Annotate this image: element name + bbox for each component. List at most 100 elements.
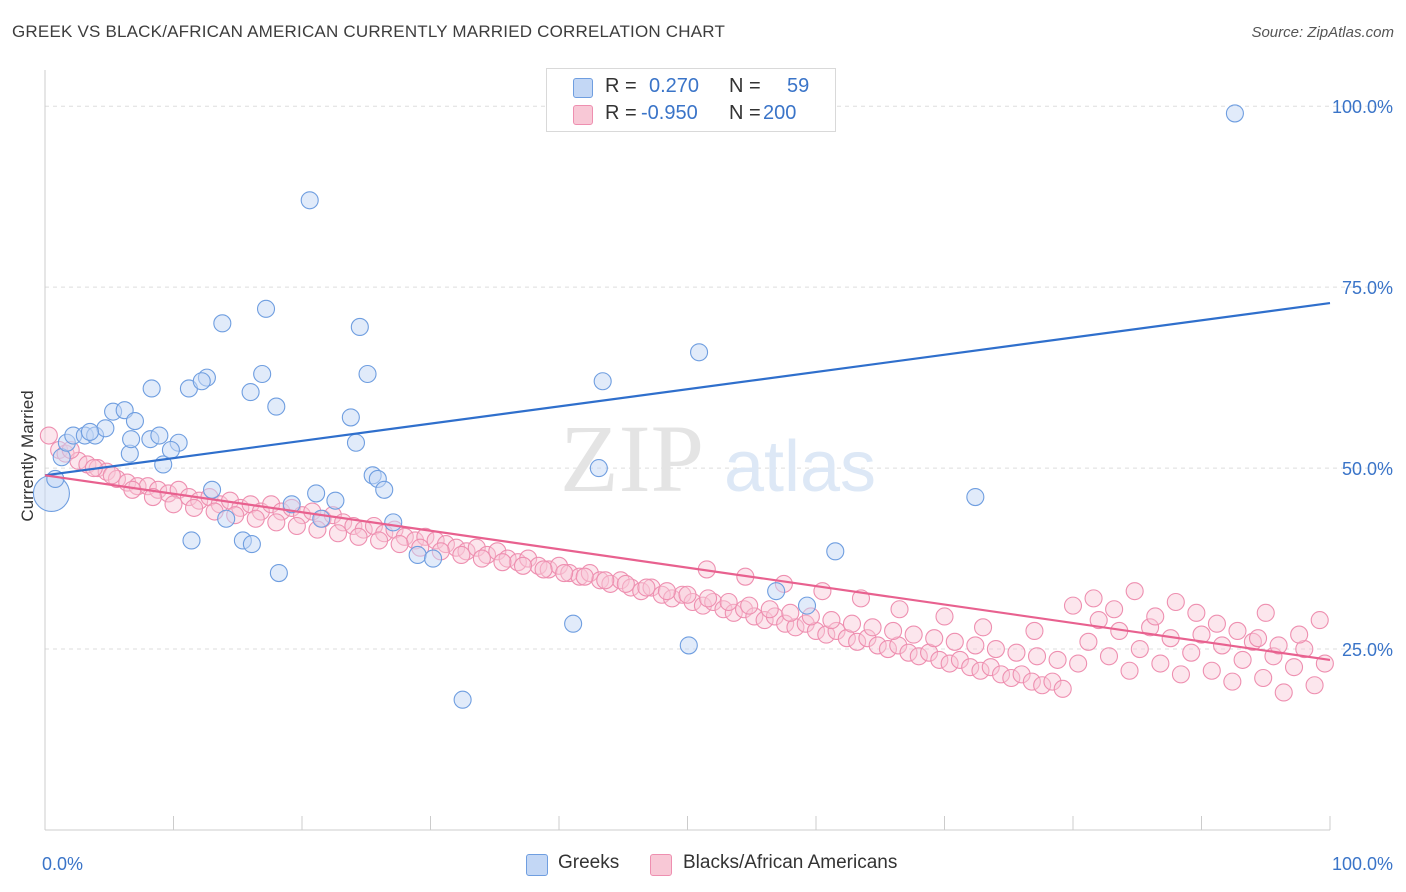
point-blacks: [575, 567, 594, 586]
point-greeks: [826, 542, 845, 561]
series-legend: Greeks Blacks/African Americans: [0, 852, 1406, 878]
point-blacks: [920, 643, 939, 662]
point-greeks: [242, 535, 261, 554]
greeks-swatch: [573, 78, 593, 98]
legend-label-blacks: Blacks/African Americans: [683, 852, 898, 873]
point-blacks: [39, 426, 58, 445]
point-greeks: [161, 440, 180, 460]
point-blacks: [1243, 632, 1262, 651]
point-blacks: [580, 563, 599, 583]
point-blacks: [1125, 582, 1144, 601]
point-greeks: [217, 509, 236, 528]
point-blacks: [904, 625, 923, 644]
point-greeks: [282, 495, 301, 514]
n-label: N =: [729, 75, 761, 97]
point-blacks: [539, 560, 558, 579]
point-blacks: [143, 487, 162, 507]
blacks-swatch: [573, 105, 593, 125]
point-blacks: [909, 647, 928, 666]
point-blacks: [416, 527, 435, 546]
point-greeks: [241, 383, 260, 402]
point-blacks: [1002, 668, 1021, 688]
point-greeks: [213, 314, 232, 333]
point-blacks: [991, 665, 1011, 684]
point-blacks: [971, 661, 990, 680]
point-blacks: [596, 571, 615, 590]
grid-lines: [45, 105, 1392, 650]
y-tick-label: 50.0%: [1342, 459, 1393, 479]
point-blacks: [267, 513, 286, 532]
point-blacks: [488, 542, 507, 561]
y-axis-label: Currently Married: [18, 390, 37, 521]
point-blacks: [477, 545, 497, 565]
point-blacks: [1048, 650, 1067, 669]
point-blacks: [966, 636, 985, 655]
point-blacks: [745, 607, 764, 626]
point-blacks: [678, 585, 697, 604]
legend-label-greeks: Greeks: [558, 852, 620, 873]
point-blacks: [102, 466, 121, 485]
point-blacks: [1207, 614, 1226, 633]
trend-lines: [44, 301, 1331, 661]
point-blacks: [925, 629, 944, 648]
r-value: -0.950: [641, 102, 698, 124]
point-greeks: [96, 419, 115, 438]
point-blacks: [806, 621, 826, 641]
stats-legend-row-greeks: R = 0.270 N = 59: [547, 73, 835, 101]
point-greeks: [122, 430, 141, 449]
point-blacks: [889, 636, 908, 655]
point-blacks: [349, 527, 368, 546]
point-greeks: [253, 364, 272, 384]
point-greeks: [326, 491, 345, 510]
point-blacks: [950, 650, 969, 669]
point-blacks: [961, 658, 980, 677]
point-greeks: [142, 379, 161, 398]
point-blacks: [560, 563, 579, 583]
point-blacks: [1202, 661, 1221, 680]
point-greeks: [679, 636, 698, 655]
point-blacks: [760, 600, 779, 619]
point-blacks: [457, 542, 476, 561]
point-blacks: [344, 516, 363, 536]
point-blacks: [1295, 639, 1314, 659]
point-blacks: [1228, 621, 1247, 641]
point-blacks: [1079, 632, 1098, 651]
point-blacks: [935, 607, 954, 626]
point-blacks: [601, 574, 620, 593]
point-blacks: [652, 585, 671, 604]
point-blacks: [827, 621, 846, 641]
point-blacks: [848, 632, 867, 651]
point-blacks: [1192, 625, 1211, 644]
point-blacks: [1053, 679, 1072, 698]
point-blacks: [755, 611, 774, 630]
point-blacks: [817, 625, 836, 644]
r-label: R =: [605, 102, 637, 124]
point-blacks: [890, 600, 909, 619]
x-tick-label: 0.0%: [42, 854, 83, 874]
stats-legend: R = 0.270 N = 59 R = -0.950 N = 200: [546, 68, 836, 132]
point-greeks: [797, 596, 817, 615]
point-blacks: [642, 578, 661, 597]
point-blacks: [1105, 600, 1124, 619]
point-blacks: [185, 498, 204, 517]
point-blacks: [390, 535, 409, 554]
point-blacks: [837, 629, 856, 648]
point-blacks: [1254, 668, 1273, 688]
point-blacks: [822, 611, 841, 630]
r-value: 0.270: [649, 75, 700, 97]
point-blacks: [1182, 643, 1201, 662]
point-blacks: [1120, 661, 1139, 680]
point-blacks: [945, 632, 964, 651]
point-blacks: [1089, 611, 1108, 630]
point-blacks: [1130, 639, 1149, 659]
point-blacks: [1099, 647, 1119, 666]
point-blacks: [513, 556, 533, 575]
point-blacks: [472, 549, 491, 568]
point-blacks: [657, 582, 676, 601]
point-blacks: [1274, 683, 1293, 702]
point-blacks: [940, 654, 959, 673]
y-tick-label: 100.0%: [1332, 97, 1393, 117]
point-blacks: [164, 495, 183, 514]
point-greeks: [307, 484, 326, 503]
